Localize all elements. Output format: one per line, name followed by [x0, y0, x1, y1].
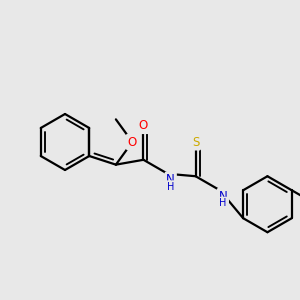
Text: H: H	[167, 182, 174, 192]
Text: O: O	[139, 119, 148, 132]
Text: N: N	[166, 173, 175, 186]
Text: S: S	[192, 136, 199, 149]
Text: H: H	[219, 198, 226, 208]
Text: O: O	[128, 136, 137, 148]
Text: N: N	[218, 190, 227, 203]
